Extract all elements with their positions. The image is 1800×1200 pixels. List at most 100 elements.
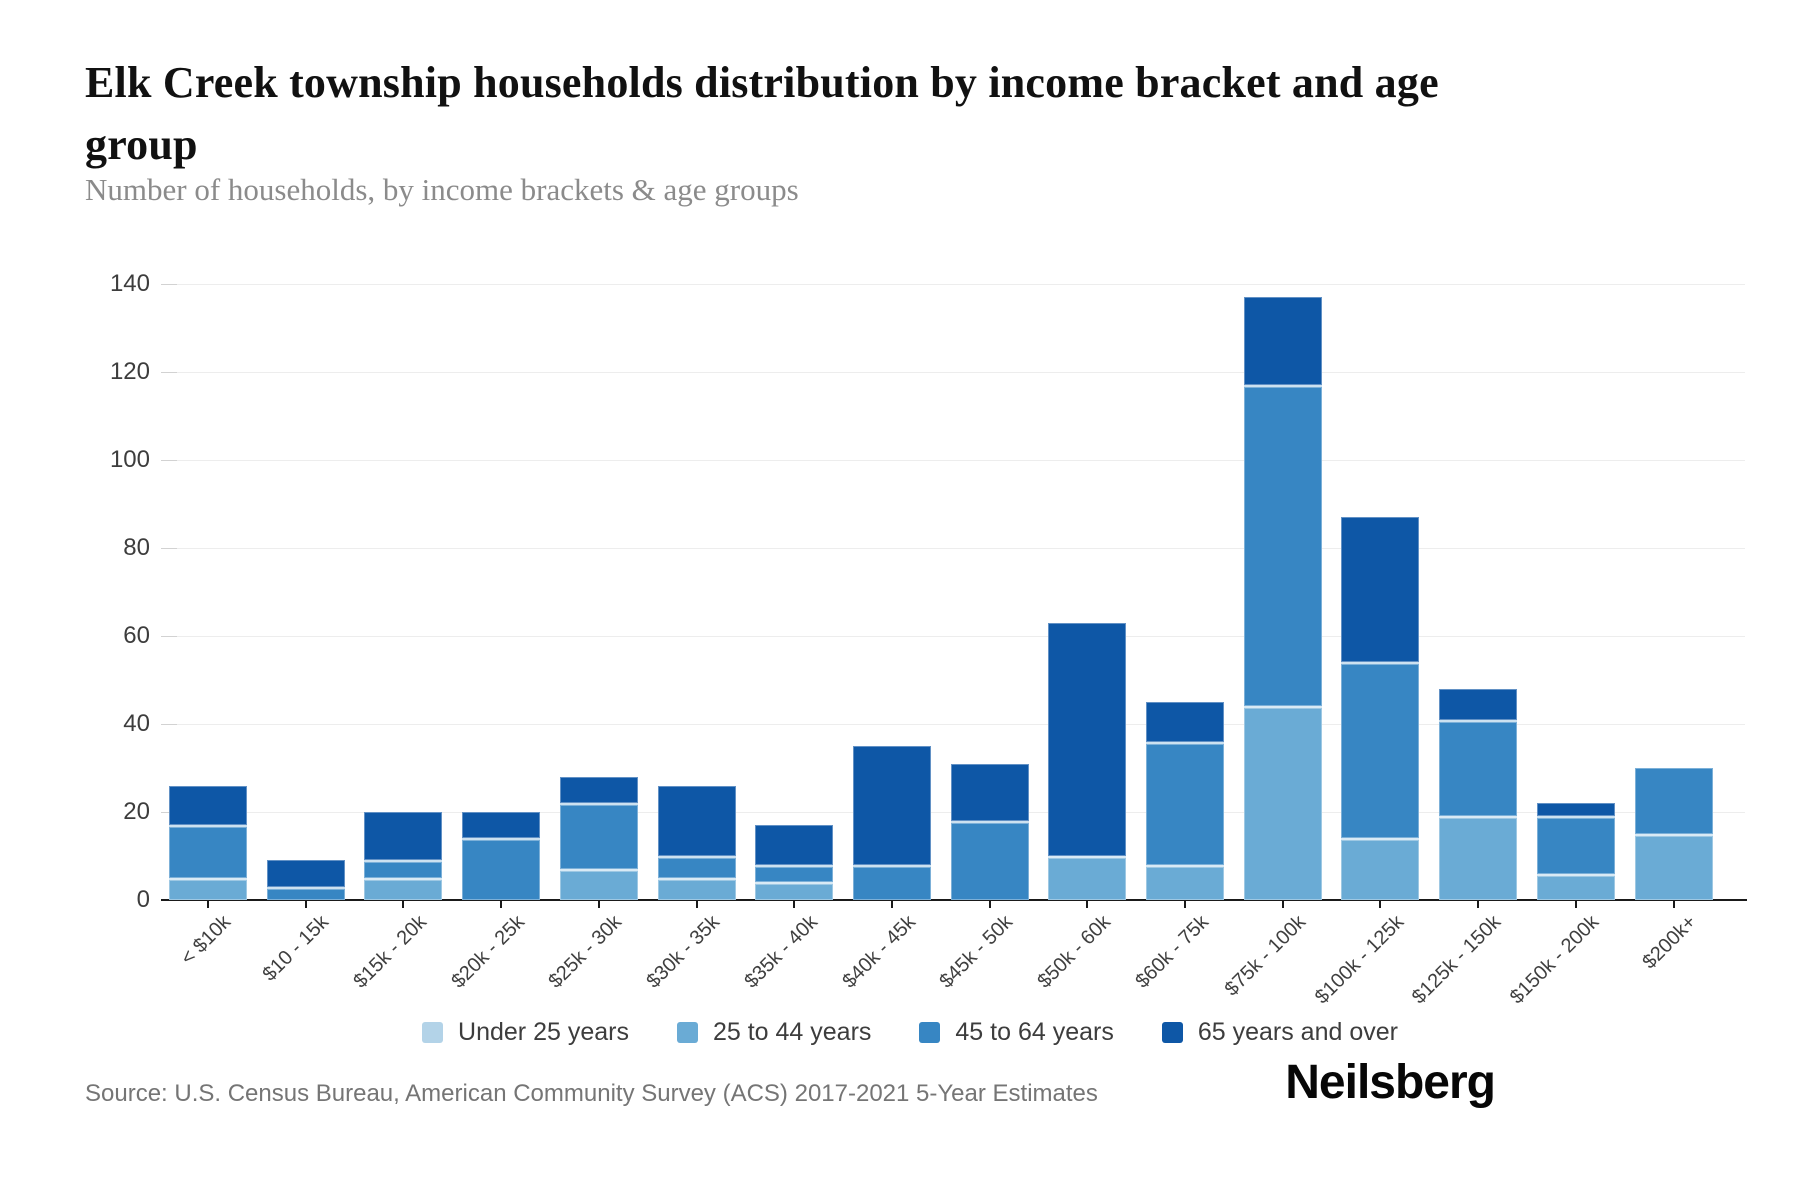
bar-7[interactable] [755, 284, 833, 900]
bar-segment[interactable] [1439, 816, 1517, 900]
bar-segment[interactable] [853, 864, 931, 900]
y-tick-label-120: 120 [109, 358, 150, 385]
bar-segment[interactable] [951, 763, 1029, 821]
bar-segment[interactable] [1341, 662, 1419, 839]
x-tick-label: $10 - 15k [258, 911, 334, 986]
bar-segment[interactable] [169, 825, 247, 878]
legend-item-25-to-44-years[interactable]: 25 to 44 years [676, 1018, 872, 1047]
y-axis-tick [161, 283, 177, 285]
bar-segment[interactable] [1146, 864, 1224, 900]
chart-plot-area [161, 283, 1747, 901]
bar-segment[interactable] [1146, 702, 1224, 742]
bar-15[interactable] [1537, 284, 1615, 900]
legend-label: 25 to 44 years [712, 1018, 872, 1046]
bar-segment[interactable] [1244, 706, 1322, 900]
legend-item-under-25-years[interactable]: Under 25 years [422, 1018, 629, 1047]
bar-segment[interactable] [1048, 856, 1126, 900]
y-tick-label-100: 100 [109, 446, 150, 473]
x-axis-tick [1672, 901, 1675, 908]
bar-segment[interactable] [560, 869, 638, 900]
bar-segment[interactable] [1635, 768, 1713, 834]
x-tick-label: $40k - 45k [837, 911, 920, 993]
x-tick-label: $150k - 200k [1506, 911, 1604, 1009]
neilsberg-logo: Neilsberg [1285, 1056, 1496, 1109]
bar-segment[interactable] [364, 812, 442, 861]
x-axis-tick [1281, 901, 1284, 908]
bar-segment[interactable] [853, 746, 931, 865]
bar-segment[interactable] [364, 860, 442, 878]
bar-6[interactable] [658, 284, 736, 900]
x-axis-tick [1184, 901, 1186, 908]
bar-segment[interactable] [1341, 838, 1419, 900]
bar-3[interactable] [364, 284, 442, 900]
bar-segment[interactable] [1048, 622, 1126, 856]
y-axis-tick [161, 723, 177, 725]
bar-9[interactable] [951, 284, 1029, 900]
x-axis-tick [1477, 901, 1480, 908]
legend-item-65-years-and-over[interactable]: 65 years and over [1161, 1018, 1398, 1047]
gridline-y-80 [161, 547, 1745, 549]
page-subtitle: Number of households, by income brackets… [85, 172, 799, 207]
x-axis-tick [1379, 901, 1382, 908]
bar-segment[interactable] [560, 803, 638, 870]
x-tick-label: $20k - 25k [447, 911, 529, 993]
bar-segment[interactable] [755, 825, 833, 865]
bar-10[interactable] [1048, 284, 1126, 900]
bar-12[interactable] [1244, 284, 1322, 900]
x-tick-label: $50k - 60k [1033, 911, 1115, 993]
bar-segment[interactable] [462, 838, 540, 900]
gridline-y-100 [161, 459, 1745, 461]
bar-5[interactable] [560, 284, 638, 900]
bar-segment[interactable] [1244, 297, 1322, 386]
bar-segment[interactable] [755, 882, 833, 900]
bar-segment[interactable] [267, 860, 345, 887]
bar-segment[interactable] [1146, 741, 1224, 865]
y-tick-label-20: 20 [123, 798, 150, 825]
bar-1[interactable] [169, 284, 247, 900]
legend-swatch [676, 1022, 698, 1043]
bar-segment[interactable] [560, 776, 638, 804]
x-axis-tick [500, 901, 503, 908]
bar-segment[interactable] [1537, 816, 1615, 874]
bar-segment[interactable] [267, 886, 345, 900]
bar-segment[interactable] [658, 856, 736, 878]
bar-4[interactable] [462, 284, 540, 900]
source-note: Source: U.S. Census Bureau, American Com… [85, 1080, 1098, 1107]
bar-segment[interactable] [1244, 385, 1322, 707]
legend-swatch [919, 1022, 941, 1043]
legend-label: Under 25 years [458, 1018, 629, 1046]
bar-segment[interactable] [755, 864, 833, 883]
bar-segment[interactable] [1537, 873, 1615, 900]
x-axis-tick [1086, 901, 1089, 908]
legend-swatch [422, 1022, 444, 1043]
bar-segment[interactable] [1537, 803, 1615, 817]
gridline-y-140 [161, 283, 1745, 285]
bar-segment[interactable] [169, 878, 247, 900]
bar-segment[interactable] [462, 812, 540, 839]
bar-segment[interactable] [1635, 834, 1713, 900]
bar-segment[interactable] [951, 820, 1029, 900]
bar-13[interactable] [1341, 284, 1419, 900]
bar-segment[interactable] [1439, 719, 1517, 817]
x-axis-tick [207, 901, 209, 908]
bar-segment[interactable] [658, 878, 736, 900]
x-axis-tick [1574, 901, 1577, 908]
bar-segment[interactable] [1341, 517, 1419, 663]
x-axis-tick [988, 901, 991, 908]
x-axis-tick [890, 901, 893, 908]
x-axis-line [161, 899, 1747, 901]
bar-11[interactable] [1146, 284, 1224, 900]
bar-segment[interactable] [658, 785, 736, 856]
bar-14[interactable] [1439, 284, 1517, 900]
bar-16[interactable] [1635, 284, 1713, 900]
x-tick-label: $200k+ [1638, 911, 1702, 974]
bar-segment[interactable] [1439, 688, 1517, 720]
bar-8[interactable] [853, 284, 931, 900]
bar-segment[interactable] [364, 878, 442, 900]
y-tick-label-80: 80 [123, 534, 150, 561]
bar-2[interactable] [267, 284, 345, 900]
bar-segment[interactable] [169, 785, 247, 826]
legend-item-45-to-64-years[interactable]: 45 to 64 years [919, 1018, 1114, 1047]
x-axis-tick [597, 901, 600, 908]
gridline-y-120 [161, 371, 1745, 373]
